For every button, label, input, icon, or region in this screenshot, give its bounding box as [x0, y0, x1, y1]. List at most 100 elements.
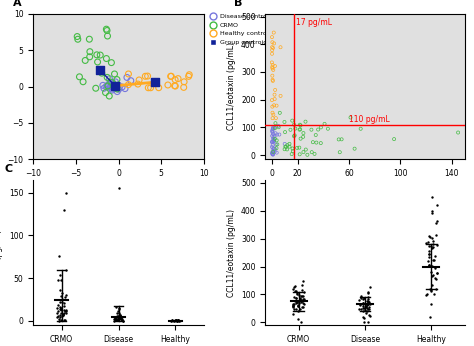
Point	[300, 300, 307, 306]
Point	[111, 71, 118, 77]
Point	[297, 136, 304, 142]
Point	[273, 145, 280, 151]
Point	[428, 235, 436, 240]
Point	[102, 84, 110, 89]
Point	[281, 119, 288, 125]
Point	[58, 299, 66, 304]
Point	[293, 290, 301, 295]
Point	[281, 129, 289, 135]
Point	[269, 67, 277, 73]
Point	[335, 137, 343, 142]
Point	[287, 127, 294, 133]
Point	[112, 317, 119, 322]
Point	[114, 313, 121, 318]
Point	[58, 306, 65, 312]
Point	[113, 310, 120, 316]
Point	[269, 152, 276, 157]
Point	[359, 314, 367, 320]
Point	[364, 302, 371, 307]
Point	[117, 316, 124, 321]
Point	[116, 313, 124, 319]
Y-axis label: CCL11/eotaxin (pg/mL): CCL11/eotaxin (pg/mL)	[227, 43, 236, 130]
Point	[296, 295, 304, 301]
Point	[363, 303, 370, 309]
Point	[360, 320, 367, 325]
Point	[113, 77, 121, 82]
Point	[271, 63, 279, 69]
Point	[111, 83, 119, 89]
Point	[56, 299, 64, 305]
Point	[296, 306, 304, 312]
Point	[289, 148, 297, 154]
Point	[270, 139, 278, 144]
Point	[62, 308, 70, 313]
Point	[56, 272, 64, 278]
Point	[115, 314, 123, 319]
Point	[290, 294, 298, 300]
Point	[292, 295, 300, 301]
Point	[54, 308, 62, 313]
Point	[291, 288, 298, 293]
Point	[356, 301, 364, 307]
Point	[289, 146, 296, 151]
Point	[118, 317, 126, 322]
Point	[115, 316, 122, 321]
Point	[74, 36, 82, 42]
Point	[57, 317, 64, 322]
Point	[321, 121, 328, 127]
Point	[172, 83, 179, 89]
Y-axis label: IL-6 (pg/mL): IL-6 (pg/mL)	[0, 229, 3, 276]
Point	[283, 147, 291, 152]
Point	[59, 313, 67, 318]
Point	[270, 146, 278, 151]
Point	[300, 296, 307, 302]
Point	[147, 85, 155, 91]
Point	[118, 318, 126, 324]
Point	[174, 318, 182, 323]
Point	[170, 318, 177, 324]
Point	[427, 288, 434, 293]
Point	[112, 304, 119, 309]
Point	[425, 248, 433, 254]
Point	[428, 243, 435, 248]
Point	[296, 152, 303, 157]
Point	[268, 64, 276, 70]
Point	[297, 122, 304, 128]
Point	[298, 283, 306, 288]
Point	[136, 77, 143, 83]
Point	[301, 289, 308, 295]
Point	[424, 258, 432, 264]
Point	[112, 79, 119, 85]
Point	[268, 139, 276, 145]
Point	[338, 137, 346, 142]
Point	[73, 34, 81, 39]
Point	[269, 73, 276, 79]
Point	[298, 293, 305, 299]
Point	[185, 72, 193, 78]
Point	[293, 299, 301, 305]
Point	[433, 242, 441, 248]
Point	[102, 26, 110, 32]
Point	[142, 73, 149, 79]
Point	[269, 129, 276, 134]
Point	[300, 134, 307, 139]
Point	[432, 286, 440, 292]
Point	[300, 301, 308, 306]
Point	[268, 139, 276, 145]
Point	[427, 301, 434, 306]
Point	[180, 79, 188, 84]
Point	[269, 77, 276, 83]
Point	[114, 308, 122, 313]
Point	[311, 151, 319, 157]
Point	[268, 144, 276, 150]
Point	[271, 96, 278, 102]
Point	[103, 28, 111, 33]
Point	[113, 89, 121, 94]
Point	[62, 292, 70, 298]
Point	[292, 307, 300, 312]
Point	[428, 263, 436, 269]
Point	[356, 302, 364, 308]
Point	[290, 134, 298, 139]
Point	[61, 308, 69, 314]
Point	[431, 276, 439, 281]
